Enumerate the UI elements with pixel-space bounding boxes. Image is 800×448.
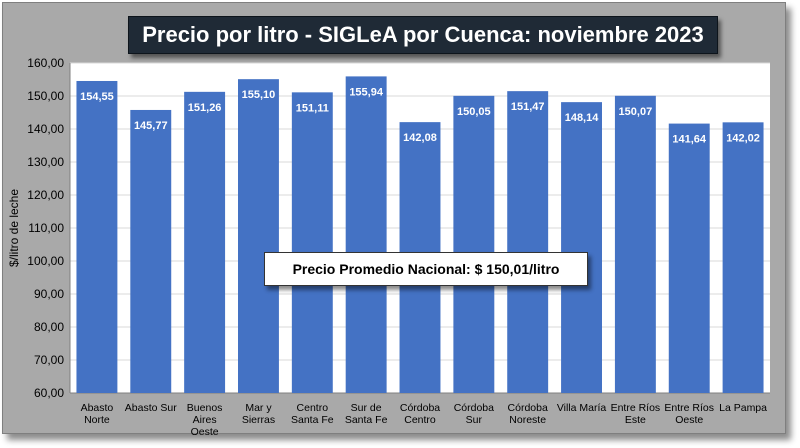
x-tick-label: Centro [297,402,329,414]
bar [130,109,172,394]
x-tick-label: Oeste [675,414,703,426]
y-tick-label: 80,00 [34,320,64,334]
data-label: 150,05 [457,106,491,118]
bar [453,95,495,394]
bar [561,102,602,393]
x-tick-label: Sur [466,414,483,426]
chart-title: Precio por litro - SIGLeA por Cuenca: no… [128,16,718,54]
data-label: 150,07 [619,106,653,118]
x-tick-label: Santa Fe [291,414,334,426]
x-tick-label: Norte [84,414,110,426]
national-average-annotation: Precio Promedio Nacional: $ 150,01/litro [264,252,588,286]
y-tick-label: 110,00 [28,221,64,235]
bar [238,79,279,394]
x-tick-label: Santa Fe [345,414,388,426]
data-label: 151,11 [296,102,329,114]
data-label: 155,94 [349,86,384,98]
x-tick-label: Noreste [509,414,546,426]
x-tick-label: Abasto [81,402,114,414]
data-label: 142,08 [403,132,437,144]
x-tick-label: Centro [404,414,436,426]
data-label: 141,64 [672,134,707,146]
x-tick-label: Córdoba [400,402,440,414]
y-tick-label: 140,00 [27,122,64,136]
y-tick-label: 160,00 [27,56,64,70]
y-tick-label: 90,00 [34,287,64,301]
bar [722,122,764,394]
x-tick-label: Este [625,414,646,426]
data-label: 142,02 [726,132,760,144]
x-tick-label: La Pampa [719,402,767,414]
x-tick-label: Entre Ríos [664,402,714,414]
x-tick-label: Córdoba [508,402,548,414]
y-axis-title: $/litro de leche [7,189,21,267]
bar [76,80,118,394]
data-label: 148,14 [565,112,600,124]
y-tick-label: 70,00 [34,353,64,367]
bar [184,91,226,393]
x-tick-label: Sur de [351,402,382,414]
x-tick-label: Buenos [187,402,223,414]
x-tick-label: Abasto Sur [125,402,177,414]
y-tick-label: 150,00 [27,89,64,103]
x-tick-label: Villa María [557,402,607,414]
x-tick-label: Córdoba [454,402,494,414]
y-tick-label: 120,00 [27,188,64,202]
x-tick-label: Oeste [191,426,219,438]
data-label: 151,47 [511,101,545,113]
y-tick-label: 100,00 [27,254,64,268]
bar [668,123,710,393]
y-tick-label: 130,00 [27,155,64,169]
x-tick-label: Sierras [242,414,275,426]
bar [614,95,656,394]
x-tick-label: Aires [193,414,217,426]
x-tick-label: Entre Ríos [611,402,661,414]
bar [507,91,549,394]
data-label: 155,10 [242,89,276,101]
bar [291,92,333,393]
y-tick-label: 60,00 [34,386,64,400]
data-label: 154,55 [80,91,114,103]
bar [345,76,387,393]
data-label: 145,77 [134,120,168,132]
x-tick-label: Mar y [245,402,272,414]
data-label: 151,26 [188,102,222,114]
